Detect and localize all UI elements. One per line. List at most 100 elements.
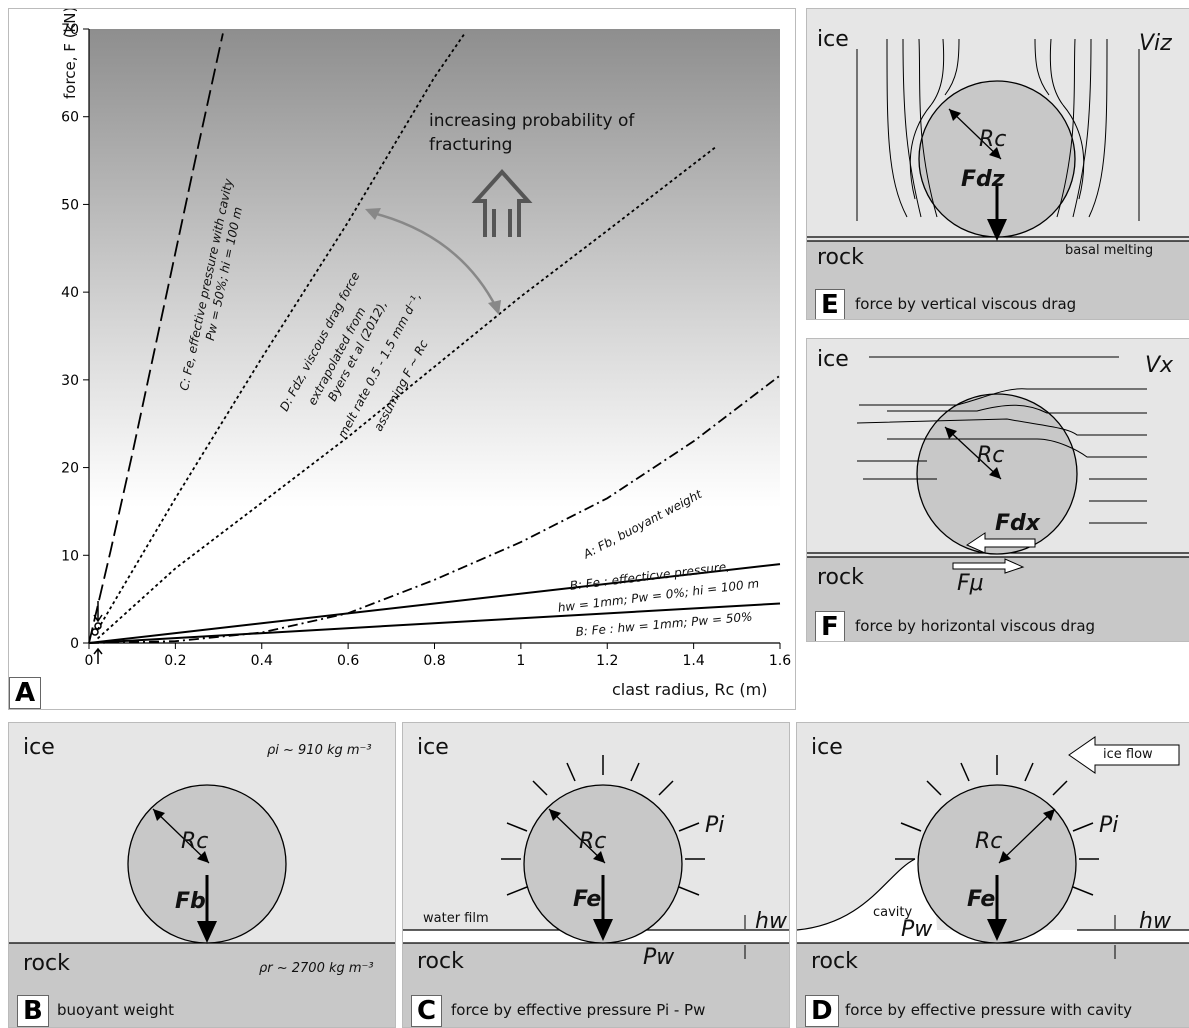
panel-f-tag: F — [815, 611, 845, 641]
y-tick-label: 50 — [61, 197, 79, 213]
origin-markers — [91, 601, 103, 664]
panel-b: ice ρi ~ 910 kg m⁻³ Rc Fb rock ρr ~ 2700… — [8, 722, 396, 1028]
cavity-label: cavity — [873, 905, 913, 920]
radius-label: Rc — [977, 443, 1005, 468]
probability-text-2: fracturing — [429, 135, 513, 155]
basal-melting-label: basal melting — [1065, 243, 1154, 258]
rock-label: rock — [817, 565, 864, 590]
ice-label: ice — [811, 735, 843, 760]
force-label: Fdz — [961, 167, 1005, 192]
pressure-ice-label: Pi — [705, 813, 725, 838]
pressure-ice-label: Pi — [1099, 813, 1119, 838]
panel-a-chart: 0 0.2 0.4 0.6 0.8 1 1.2 1.4 1.6 0 10 20 30 40 50 60 70 f… — [8, 8, 796, 710]
force-arrow — [965, 532, 1036, 554]
panel-e-caption: force by vertical viscous drag — [855, 295, 1077, 313]
range-arrowhead-top — [365, 208, 381, 220]
panel-e-diagram — [807, 38, 1189, 319]
x-tick-label: 1.2 — [596, 653, 618, 669]
rho-ice-label: ρi ~ 910 kg m⁻³ — [267, 743, 372, 758]
ice-label: ice — [417, 735, 449, 760]
panel-f-caption: force by horizontal viscous drag — [855, 617, 1096, 635]
ice-label: ice — [23, 735, 55, 760]
panel-c-caption: force by effective pressure Pi - Pw — [451, 1001, 706, 1019]
friction-label: Fμ — [957, 571, 984, 596]
y-tick-label: 70 — [61, 22, 79, 38]
series-line-5 — [88, 602, 781, 644]
panel-d-diagram — [797, 736, 1189, 1027]
water-film-label: water film — [423, 911, 489, 926]
panel-a-tag: A — [9, 677, 42, 709]
x-tick-label: 1 — [516, 653, 525, 669]
x-tick-label: 0.6 — [337, 653, 359, 669]
y-tick-label: 30 — [61, 373, 79, 389]
panel-b-caption: buoyant weight — [57, 1001, 175, 1019]
range-arrowhead-bottom — [488, 300, 501, 315]
chart-svg: 0 0.2 0.4 0.6 0.8 1 1.2 1.4 1.6 0 10 20 30 40 50 60 70 — [61, 22, 791, 669]
y-tick-label: 40 — [61, 285, 79, 301]
x-tick-label: 0.2 — [164, 653, 186, 669]
rock-label: rock — [817, 245, 864, 270]
velocity-label: Viz — [1139, 31, 1172, 56]
hw-label: hw — [1139, 909, 1171, 934]
flow-lines — [856, 38, 1140, 221]
y-tick-label: 10 — [61, 548, 79, 564]
radius-label: Rc — [975, 829, 1003, 854]
hw-label: hw — [755, 909, 787, 934]
panel-d-tag: D — [805, 995, 839, 1027]
y-axis-label: force, F (kN) — [61, 8, 79, 99]
panel-e-tag: E — [815, 289, 845, 319]
clast-circle — [523, 784, 683, 944]
y-tick-label: 0 — [70, 636, 79, 652]
panel-d-caption: force by effective pressure with cavity — [845, 1001, 1133, 1019]
x-tick-label: 0.4 — [251, 653, 273, 669]
force-label: Fdx — [995, 511, 1040, 536]
x-tick-label: 0.8 — [423, 653, 445, 669]
rock-layer — [797, 943, 1189, 1027]
rock-layer — [807, 241, 1189, 319]
rock-layer — [807, 557, 1189, 641]
pressure-water-label: Pw — [901, 917, 933, 942]
panel-c-diagram — [403, 755, 789, 1027]
radius-label: Rc — [181, 829, 209, 854]
radius-arrow — [944, 426, 1002, 480]
radius-arrow — [948, 108, 1002, 160]
series-line-2 — [96, 146, 716, 640]
radius-arrow — [998, 808, 1056, 864]
panel-b-diagram — [9, 784, 395, 1027]
series-line-0 — [88, 33, 224, 644]
probability-arrow-icon — [471, 169, 533, 237]
ice-flow-arrow-icon — [1068, 736, 1180, 774]
series-line-4 — [88, 563, 781, 644]
force-label: Fb — [175, 889, 206, 914]
rock-label: rock — [23, 951, 70, 976]
x-tick-label: 1.6 — [769, 653, 791, 669]
x-tick-label: 1.4 — [682, 653, 704, 669]
y-tick-label: 20 — [61, 461, 79, 477]
flow-lines — [856, 356, 1147, 524]
pressure-water-label: Pw — [643, 945, 675, 970]
rock-label: rock — [417, 949, 464, 974]
panel-e: ice Viz Rc Fdz rock basal melting E forc… — [806, 8, 1189, 320]
rho-rock-label: ρr ~ 2700 kg m⁻³ — [259, 961, 374, 976]
rock-layer — [403, 943, 789, 1027]
cavity-area — [797, 858, 1189, 943]
radius-label: Rc — [579, 829, 607, 854]
radius-arrow — [152, 808, 210, 864]
ice-label: ice — [817, 347, 849, 372]
y-tick-label: 60 — [61, 110, 79, 126]
series-line-1 — [96, 32, 466, 631]
plot-area — [89, 29, 780, 643]
pressure-arrows — [501, 755, 705, 896]
panel-b-tag: B — [17, 995, 49, 1027]
panel-f-diagram — [807, 356, 1189, 641]
force-label: Fe — [573, 887, 602, 912]
friction-arrow — [952, 558, 1025, 574]
pressure-arrows — [895, 755, 1099, 896]
radius-label: Rc — [979, 127, 1007, 152]
ice-flow-label: ice flow — [1103, 747, 1153, 762]
radius-arrow — [548, 808, 606, 864]
series-line-3 — [88, 374, 781, 644]
panel-d: ice ice flow Rc Pi Fe cavity Pw hw rock … — [796, 722, 1189, 1028]
x-tick-label: 0 — [85, 653, 94, 669]
x-axis-label: clast radius, Rc (m) — [612, 680, 768, 699]
